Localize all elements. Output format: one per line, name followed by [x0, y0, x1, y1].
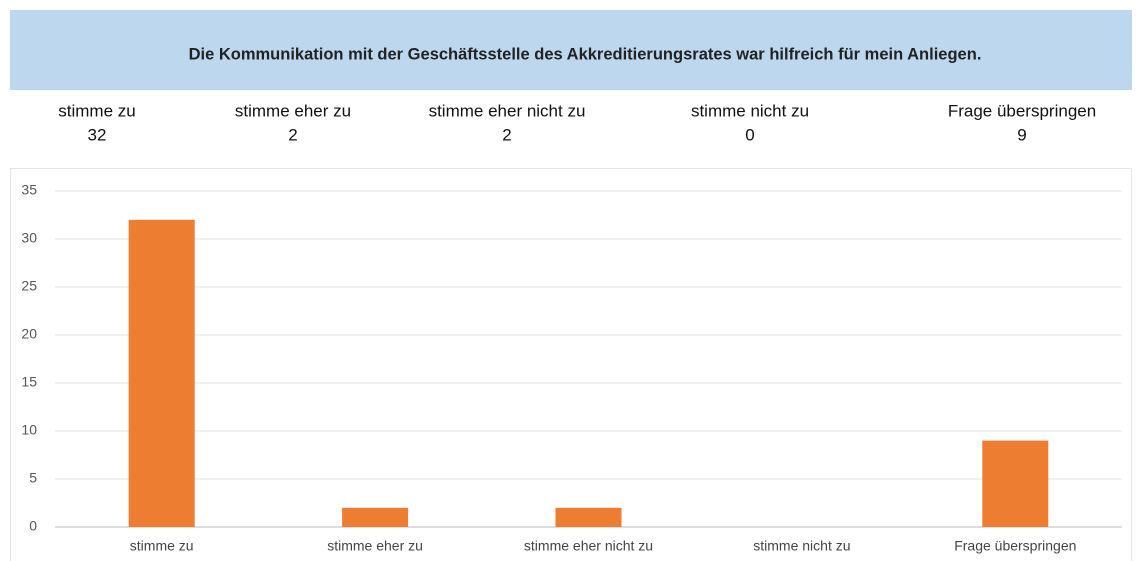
summary-label: stimme nicht zu	[691, 101, 809, 120]
y-tick-label: 5	[29, 470, 37, 486]
summary-label: Frage überspringen	[948, 101, 1096, 120]
y-tick-label: 30	[21, 230, 37, 246]
bar	[982, 440, 1049, 527]
bar	[555, 507, 622, 527]
bar	[342, 507, 409, 527]
summary-label: stimme eher nicht zu	[429, 101, 586, 120]
summary-value: 0	[745, 125, 754, 144]
summary-value: 9	[1017, 125, 1026, 144]
y-tick-label: 25	[21, 278, 37, 294]
summary-label: stimme zu	[58, 101, 135, 120]
y-tick-label: 10	[21, 422, 37, 438]
x-tick-label: stimme nicht zu	[753, 538, 850, 554]
summary-value: 2	[502, 125, 511, 144]
y-tick-label: 20	[21, 326, 37, 342]
bar	[128, 219, 195, 528]
summary-label: stimme eher zu	[235, 101, 351, 120]
y-tick-label: 35	[21, 182, 37, 198]
x-tick-label: stimme eher nicht zu	[524, 538, 653, 554]
chart-title: Die Kommunikation mit der Geschäftsstell…	[189, 45, 982, 63]
title-band	[10, 10, 1132, 90]
y-tick-label: 0	[29, 518, 37, 534]
x-tick-label: Frage überspringen	[954, 538, 1076, 554]
summary-value: 2	[288, 125, 297, 144]
y-tick-label: 15	[21, 374, 37, 390]
x-tick-label: stimme zu	[130, 538, 194, 554]
x-tick-label: stimme eher zu	[327, 538, 423, 554]
summary-value: 32	[88, 125, 107, 144]
plot-frame	[10, 168, 1132, 561]
